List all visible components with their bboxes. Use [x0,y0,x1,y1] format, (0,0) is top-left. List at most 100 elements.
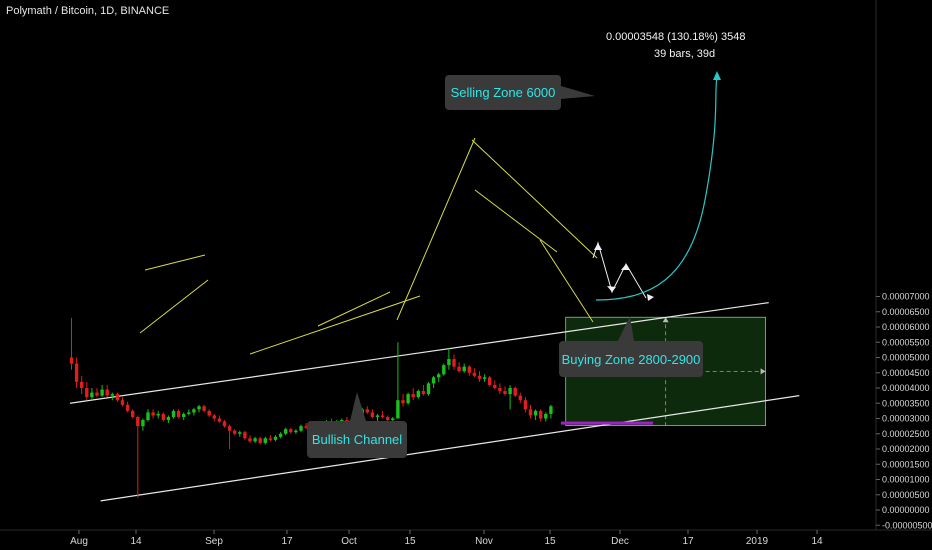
candle-body [549,406,553,414]
bullish-channel-callout: Bullish Channel [307,421,407,458]
candle-body [503,391,507,395]
time-tick-label: 14 [811,536,823,547]
price-tick-label: 0.00006500 [882,307,930,317]
candle-body [544,413,548,419]
candle-body [406,394,410,404]
price-tick-label: 0.00004000 [882,383,930,393]
buying-zone-label: Buying Zone 2800-2900 [561,351,701,367]
candles-layer [69,317,553,498]
candle-body [421,391,426,395]
price-tick-label: 0.00001500 [882,459,930,469]
time-tick-label: 2019 [746,536,769,547]
candle-body [452,359,456,367]
candle-body [304,426,308,428]
candle-body [110,394,114,396]
time-tick-label: Oct [341,536,357,547]
buying-zone-band [561,421,653,425]
price-tick-label: 0.00007000 [882,292,930,302]
candle-body [192,409,196,413]
measure-arrow-up-icon [662,317,669,323]
candle-body [207,410,211,416]
pattern-trendline [144,254,206,271]
candle-body [289,429,293,433]
buying-callout-pointer [618,316,634,341]
pattern-trendline [396,137,476,321]
candle-body [243,432,247,439]
pattern-trendline [317,291,391,327]
time-tick-label: Aug [70,536,88,547]
price-tick-label: 0.00000000 [882,505,930,515]
candle-body [391,418,395,421]
candle-body [80,381,84,388]
candle-body [365,409,369,413]
candle-body [90,392,94,398]
candle-body [411,394,415,398]
candle-body [217,418,222,422]
candle-body [299,426,303,431]
candle-body [115,394,120,401]
candle-body [69,357,74,364]
time-tick-label: Nov [475,536,493,547]
selling-zone-label: Selling Zone 6000 [450,85,556,100]
price-tick-label: 0.00000500 [882,490,930,500]
candle-body [238,432,242,434]
candle-body [523,400,528,410]
candle-body [156,413,160,416]
price-tick-label: 0.00003500 [882,398,930,408]
candle-body [426,383,431,395]
bullish-channel-label: Bullish Channel [311,432,403,447]
candle-body [284,429,288,434]
candle-body [416,391,420,398]
candle-body [176,410,181,417]
candle-body [401,400,405,404]
zigzag-arrow-up-icon [594,243,602,250]
candle-body [278,433,283,437]
candle-body [380,415,385,417]
candle-body [171,410,176,417]
measure-arrow-right-icon [760,368,766,375]
zigzag-arrow-down-icon [607,286,616,292]
candle-body [447,359,451,366]
time-tick-label: Sep [205,536,223,547]
pattern-trendline [474,189,558,253]
time-tick-label: 14 [130,536,142,547]
projection-curve [595,77,718,301]
price-tick-label: 0.00001000 [882,475,930,485]
price-tick-label: 0.00002500 [882,429,930,439]
channel-upper-line [69,302,769,404]
time-tick-label: 15 [404,536,416,547]
candle-body [161,413,165,421]
candle-body [457,366,461,372]
candle-body [151,412,155,416]
candle-body [375,415,380,417]
candle-body [253,438,257,442]
candle-body [131,410,135,417]
candle-body [212,415,216,419]
candle-body [533,410,538,416]
callout-layer [350,86,634,421]
candle-body [100,389,104,396]
candle-body [482,377,487,379]
price-tick-label: 0.00005500 [882,337,930,347]
candle-body [120,400,125,405]
time-tick-label: 17 [682,536,694,547]
candle-body [85,388,89,398]
candle-body [396,400,400,419]
measure-label-bars: 39 bars, 39d [654,48,716,60]
candle-body [233,430,237,434]
measure-label-change: 0.00003548 (130.18%) 3548 [606,31,746,43]
candle-body [345,420,349,422]
candle-body [166,416,171,421]
candle-body [273,436,278,440]
candle-body [125,404,130,411]
candle-body [462,366,466,372]
candle-body [370,412,375,417]
channel-callout-pointer [350,392,366,421]
candle-body [386,416,390,421]
price-tick-label: 0.00006000 [882,322,930,332]
candle-body [340,420,344,422]
candle-body [263,438,267,443]
candle-body [539,410,543,419]
